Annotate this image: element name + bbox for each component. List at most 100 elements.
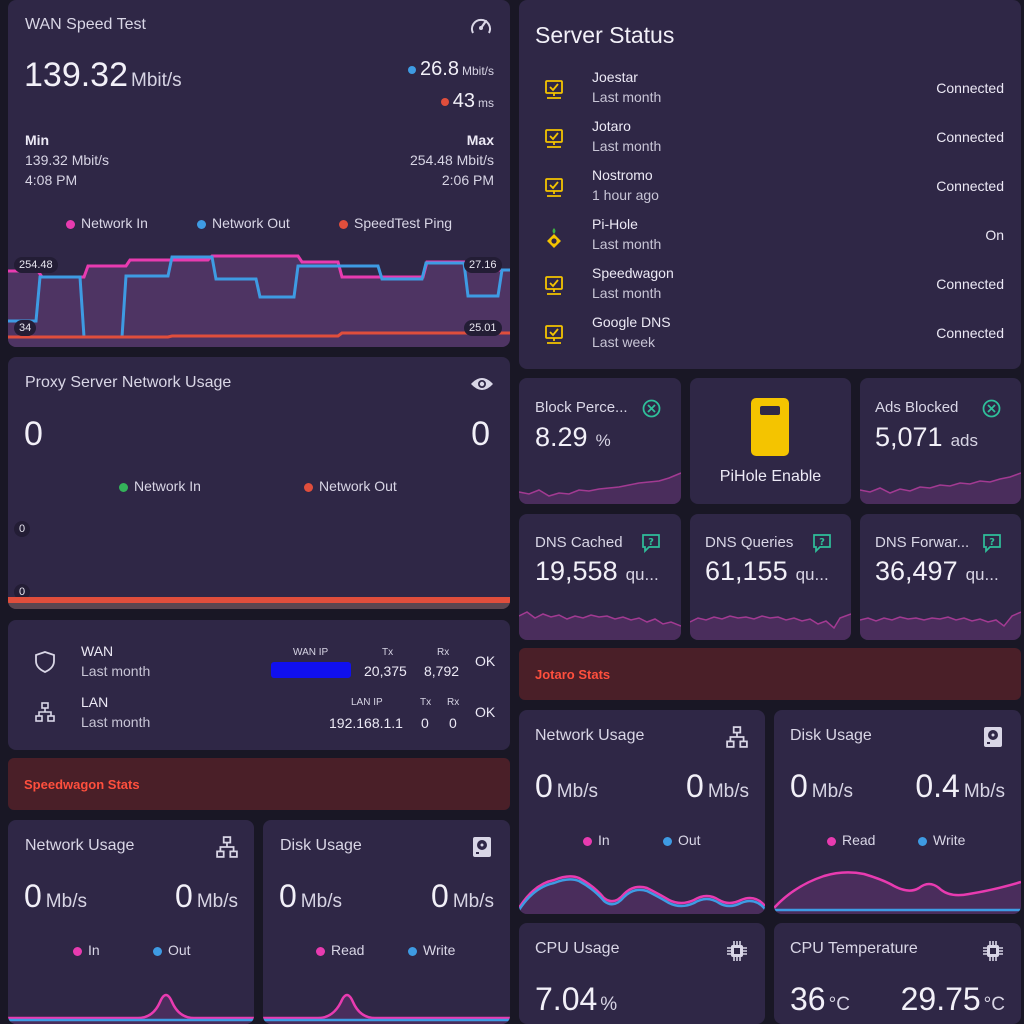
lan-ip-value: 192.168.1.1 xyxy=(329,715,403,731)
server-last-seen: Last month xyxy=(592,236,662,252)
temp-number: 36 xyxy=(790,981,826,1017)
legend-label: SpeedTest Ping xyxy=(354,215,453,231)
legend-out[interactable]: Out xyxy=(663,832,701,848)
max-value: 254.48 Mbit/s xyxy=(409,152,494,168)
lan-rx-value: 0 xyxy=(449,715,457,731)
legend-in[interactable]: In xyxy=(73,942,100,958)
ads-blocked-card[interactable]: Ads Blocked 5,071 ads xyxy=(860,378,1021,504)
server-row[interactable]: Google DNS Last week Connected xyxy=(519,314,1021,358)
server-status-card: Server Status Joestar Last month Connected… xyxy=(519,0,1021,369)
legend-label: In xyxy=(88,942,100,958)
ping-dot xyxy=(440,97,449,106)
proxy-usage-card: Proxy Server Network Usage 0 0 Network I… xyxy=(8,357,510,609)
wan-tx-label: Tx xyxy=(382,647,394,658)
proxy-in-value: 0 xyxy=(24,415,43,453)
legend-network-in[interactable]: Network In xyxy=(66,215,148,231)
card-title: Network Usage xyxy=(25,837,135,854)
banner-label: Jotaro Stats xyxy=(535,667,611,682)
server-row[interactable]: Speedwagon Last month Connected xyxy=(519,265,1021,309)
wan-rx-value: 8,792 xyxy=(424,663,460,679)
server-row[interactable]: Nostromo 1 hour ago Connected xyxy=(519,167,1021,211)
legend-label: In xyxy=(598,832,610,848)
min-label: Min xyxy=(25,132,50,148)
speedometer-icon[interactable] xyxy=(470,16,492,36)
ads-number: 5,071 xyxy=(875,422,943,452)
block-percent-card[interactable]: Block Perce... 8.29% xyxy=(519,378,681,504)
server-row[interactable]: Jotaro Last month Connected xyxy=(519,118,1021,162)
out-unit: Mb/s xyxy=(196,891,238,912)
write-number: 0.4 xyxy=(915,768,960,804)
comment-question-icon[interactable]: ? xyxy=(812,533,832,553)
proxy-chart-line xyxy=(8,597,510,603)
dns-queries-card[interactable]: DNS Queries ? 61,155 qu... xyxy=(690,514,851,640)
forward-sparkline xyxy=(860,606,1021,640)
speedwagon-network-card: Network Usage 0 Mb/s 0 Mb/s In Out xyxy=(8,820,254,1024)
legend-dot xyxy=(827,836,836,846)
legend-dot xyxy=(339,219,348,229)
lan-name: LAN xyxy=(81,694,109,710)
in-number: 0 xyxy=(535,768,553,804)
legend-write[interactable]: Write xyxy=(408,942,455,958)
jotaro-disk-card: Disk Usage 0 Mb/s 0.4 Mb/s Read Write xyxy=(774,710,1021,914)
temp-unit: °C xyxy=(983,994,1005,1015)
close-circle-icon[interactable] xyxy=(642,399,661,418)
card-title: CPU Temperature xyxy=(790,940,918,957)
out-value: 0 Mb/s xyxy=(686,768,749,805)
legend-label: Network Out xyxy=(319,478,397,494)
temp-value-2: 29.75 °C xyxy=(901,981,1005,1018)
legend-in[interactable]: In xyxy=(583,832,610,848)
cached-number: 19,558 xyxy=(535,556,618,586)
legend-network-out[interactable]: Network Out xyxy=(304,478,397,494)
legend-dot xyxy=(197,219,206,229)
legend-read[interactable]: Read xyxy=(827,832,875,848)
server-check-icon xyxy=(544,129,564,149)
jotaro-network-card: Network Usage 0 Mb/s 0 Mb/s In Out xyxy=(519,710,765,914)
network-icon[interactable] xyxy=(216,836,238,858)
temp-value-1: 36 °C xyxy=(790,981,850,1018)
legend-read[interactable]: Read xyxy=(316,942,364,958)
lan-tx-value: 0 xyxy=(421,715,429,731)
write-value: 0 Mb/s xyxy=(431,878,494,915)
legend-write[interactable]: Write xyxy=(918,832,965,848)
wan-rx-label: Rx xyxy=(437,647,450,658)
server-last-seen: 1 hour ago xyxy=(592,187,659,203)
legend-label: Out xyxy=(678,832,701,848)
cpu-icon[interactable] xyxy=(726,940,748,962)
comment-question-icon[interactable]: ? xyxy=(982,533,1002,553)
server-last-seen: Last week xyxy=(592,334,656,350)
out-unit: Mb/s xyxy=(707,781,749,802)
legend-network-out[interactable]: Network Out xyxy=(197,215,290,231)
cpu-unit: % xyxy=(600,994,618,1015)
server-row[interactable]: Joestar Last month Connected xyxy=(519,69,1021,113)
wan-sub: Last month xyxy=(81,663,151,679)
cpu-number: 7.04 xyxy=(535,981,598,1017)
out-number: 26.8 xyxy=(420,58,459,80)
temp-number: 29.75 xyxy=(900,981,981,1017)
card-title: DNS Queries xyxy=(705,534,794,551)
legend-speedtest-ping[interactable]: SpeedTest Ping xyxy=(339,215,452,231)
pihole-switch-icon[interactable] xyxy=(751,398,789,456)
network-icon[interactable] xyxy=(726,726,748,748)
pihole-enable-card[interactable]: PiHole Enable xyxy=(690,378,851,504)
dns-cached-card[interactable]: DNS Cached ? 19,558 qu... xyxy=(519,514,681,640)
speedwagon-disk-card: Disk Usage 0 Mb/s 0 Mb/s Read Write xyxy=(263,820,510,1024)
harddisk-icon[interactable] xyxy=(472,836,492,858)
harddisk-icon[interactable] xyxy=(983,726,1003,748)
card-title: Ads Blocked xyxy=(875,399,959,416)
read-number: 0 xyxy=(790,768,808,804)
server-row[interactable]: Pi-Hole Last month On xyxy=(519,216,1021,260)
ads-value: 5,071 ads xyxy=(875,422,978,453)
min-value: 139.32 Mbit/s xyxy=(25,152,110,168)
lan-sub: Last month xyxy=(81,714,151,730)
comment-question-icon[interactable]: ? xyxy=(641,533,661,553)
eye-icon[interactable] xyxy=(470,376,494,392)
banner-label: Speedwagon Stats xyxy=(24,777,140,792)
legend-out[interactable]: Out xyxy=(153,942,191,958)
ping-number: 43 xyxy=(452,90,475,112)
wan-name: WAN xyxy=(81,643,114,659)
legend-network-in[interactable]: Network In xyxy=(119,478,201,494)
cpu-icon[interactable] xyxy=(982,940,1004,962)
legend-dot xyxy=(663,836,672,846)
close-circle-icon[interactable] xyxy=(982,399,1001,418)
dns-forwarded-card[interactable]: DNS Forwar... ? 36,497 qu... xyxy=(860,514,1021,640)
